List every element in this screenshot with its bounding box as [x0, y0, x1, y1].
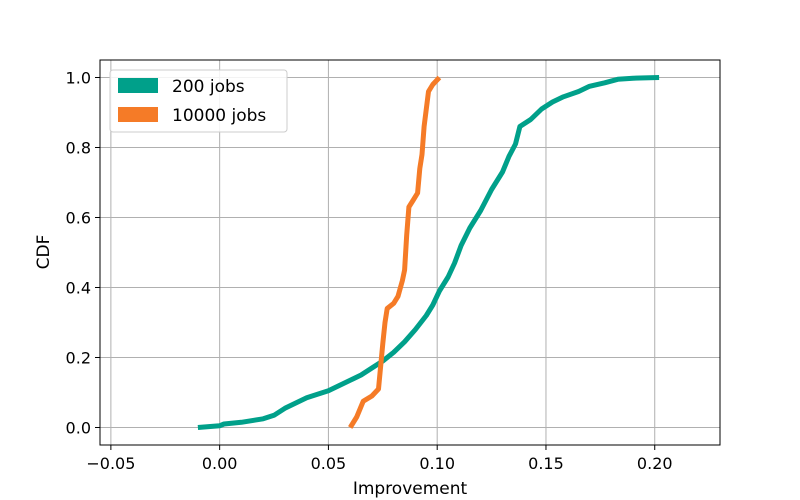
- y-tick-label: 0.4: [66, 279, 91, 298]
- legend-swatch-10000-jobs: [118, 107, 158, 122]
- x-tick-label: 0.00: [202, 454, 238, 473]
- series-line-200-jobs: [197, 75, 660, 430]
- y-tick-label: 0.0: [66, 419, 91, 438]
- series-line-10000-jobs: [348, 75, 442, 429]
- y-tick-label: 0.8: [66, 139, 91, 158]
- x-tick-label: −0.05: [86, 454, 135, 473]
- x-tick-label: 0.20: [637, 454, 673, 473]
- y-axis-label: CDF: [34, 235, 54, 270]
- x-tick-label: 0.10: [419, 454, 455, 473]
- y-axis-ticks: 0.0 0.2 0.4 0.6 0.8 1.0: [66, 69, 100, 438]
- x-tick-label: 0.15: [528, 454, 564, 473]
- legend-swatch-200-jobs: [118, 78, 158, 93]
- x-axis-label: Improvement: [353, 479, 468, 499]
- legend-label-10000-jobs: 10000 jobs: [172, 106, 266, 126]
- y-tick-label: 0.6: [66, 209, 91, 228]
- y-tick-label: 0.2: [66, 349, 91, 368]
- legend: 200 jobs 10000 jobs: [109, 69, 288, 133]
- x-axis-ticks: −0.05 0.00 0.05 0.10 0.15 0.20: [86, 445, 673, 473]
- legend-label-200-jobs: 200 jobs: [172, 77, 245, 97]
- plot-frame: [99, 59, 721, 446]
- series-lines: [197, 75, 660, 430]
- y-tick-label: 1.0: [66, 69, 91, 88]
- x-tick-label: 0.05: [311, 454, 347, 473]
